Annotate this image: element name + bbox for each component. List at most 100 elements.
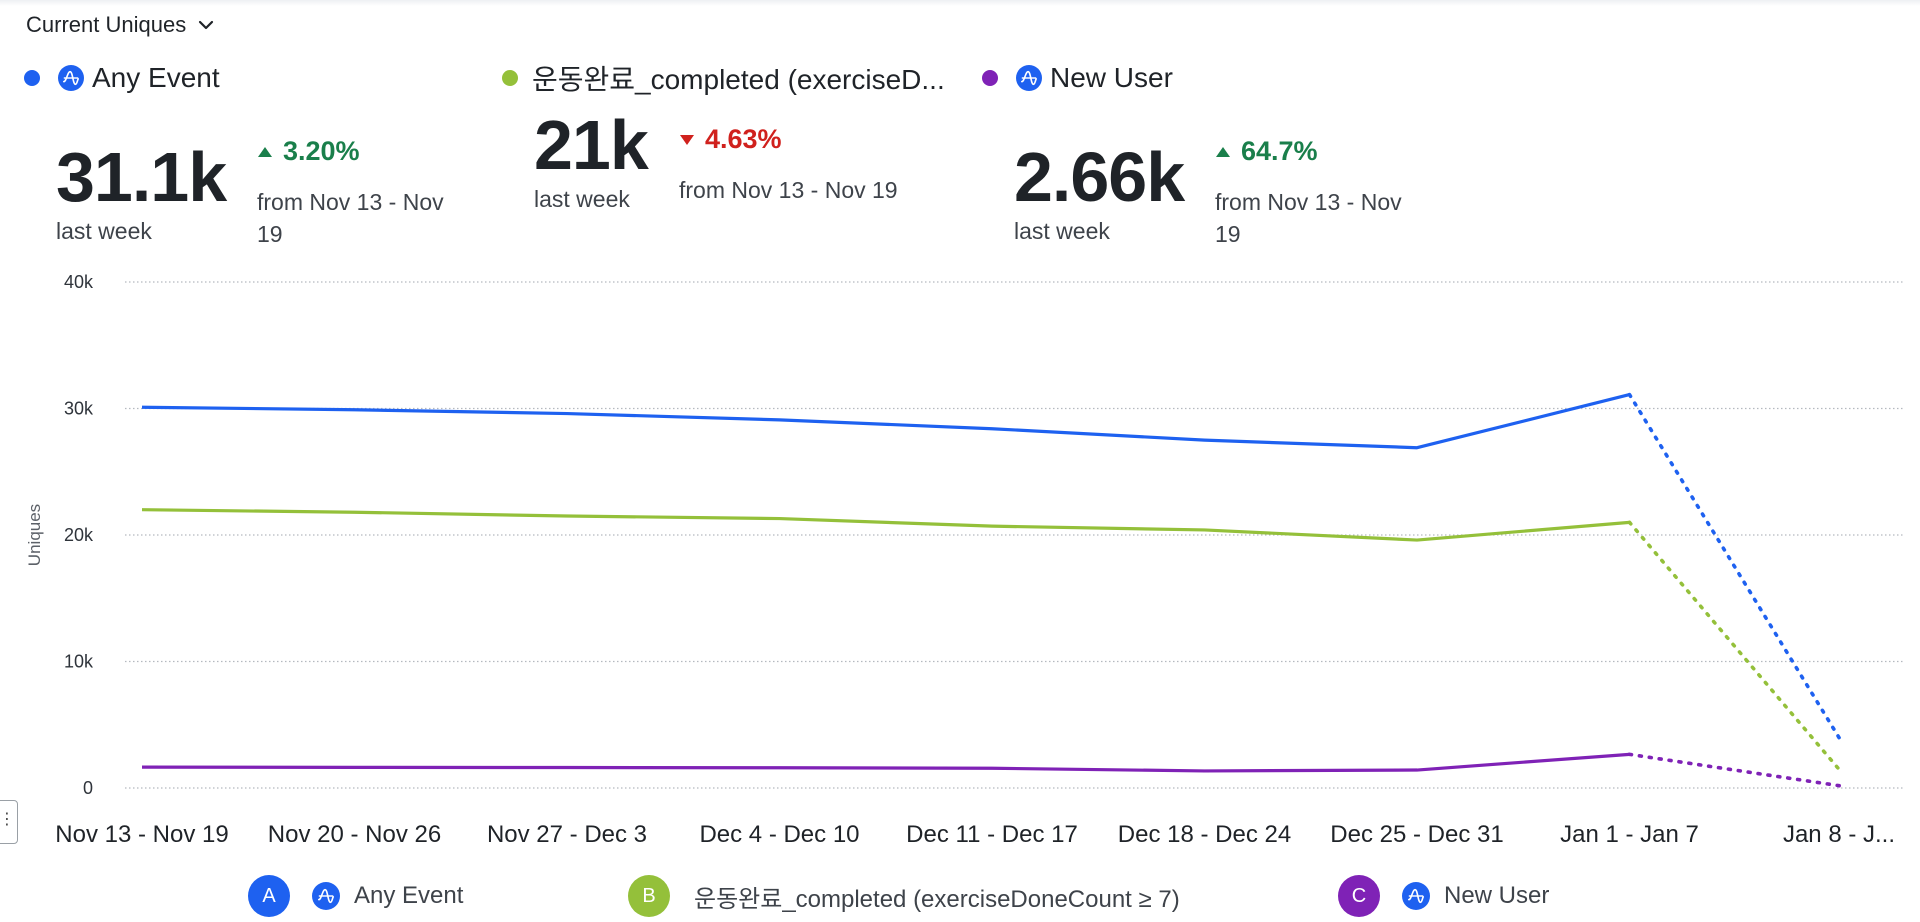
series-letter-badge: C [1338, 875, 1380, 917]
stat-comparison-line2: 19 [1215, 221, 1241, 247]
data-point[interactable] [352, 407, 358, 413]
line-chart[interactable]: 0 10k 20k 30k 40k Nov 13 - Nov 19 Nov 20 - No… [0, 260, 1920, 870]
stat-comparison-line1: from Nov 13 - Nov 19 [679, 177, 898, 203]
amplitude-icon [1402, 882, 1430, 910]
resize-handle[interactable]: ⋮ [0, 800, 18, 844]
x-tick-label: Dec 18 - Dec 24 [1118, 821, 1291, 848]
stat-card-any-event[interactable]: Any Event 31.1k last week 3.20% from Nov… [24, 62, 484, 262]
grid-layer [125, 281, 1905, 789]
data-point[interactable] [1202, 437, 1208, 443]
stat-name: New User [1050, 62, 1173, 93]
data-point[interactable] [139, 764, 145, 770]
series-line[interactable] [141, 393, 1630, 450]
y-axis-ticks: 0 10k 20k 30k 40k [64, 272, 94, 798]
stat-value: 2.66k [1014, 138, 1185, 216]
y-tick-label: 0 [83, 778, 93, 798]
data-point[interactable] [564, 411, 570, 417]
data-point[interactable] [1839, 783, 1845, 789]
series-line-incomplete[interactable] [1627, 752, 1844, 788]
legend-item-new-user[interactable]: C New User [1338, 875, 1549, 917]
stat-comparison-line1: from Nov 13 - Nov [257, 189, 444, 215]
series-line[interactable] [141, 752, 1630, 773]
x-tick-label: Nov 13 - Nov 19 [55, 821, 228, 848]
series-line[interactable] [141, 508, 1630, 542]
data-point[interactable] [1627, 392, 1633, 398]
stat-period: last week [1014, 218, 1110, 244]
series-letter-badge: A [248, 875, 290, 917]
x-tick-label: Dec 25 - Dec 31 [1330, 821, 1503, 848]
data-point[interactable] [1627, 519, 1633, 525]
y-axis-label: Uniques [25, 504, 44, 566]
data-point[interactable] [1839, 739, 1845, 745]
metric-selector-label: Current Uniques [26, 12, 187, 37]
y-tick-label: 40k [64, 272, 94, 292]
data-point[interactable] [1839, 770, 1845, 776]
data-point[interactable] [989, 523, 995, 529]
data-point[interactable] [777, 417, 783, 423]
stat-card-exercise-completed[interactable]: 운동완료_completed (exerciseD... 21k last we… [502, 58, 972, 258]
data-point[interactable] [1414, 767, 1420, 773]
data-point[interactable] [1414, 445, 1420, 451]
series-color-dot [502, 70, 518, 86]
legend-label: New User [1444, 882, 1550, 909]
y-tick-label: 10k [64, 652, 94, 672]
stat-change-value: 3.20% [283, 136, 360, 166]
triangle-up-icon [258, 146, 272, 157]
stat-period: last week [534, 186, 630, 212]
series-color-dot [24, 70, 40, 86]
stat-change: 3.20% [257, 136, 360, 167]
stat-comparison: from Nov 13 - Nov 19 [257, 186, 444, 250]
triangle-down-icon [680, 134, 694, 145]
amplitude-icon [1016, 65, 1042, 91]
data-point[interactable] [139, 507, 145, 513]
x-tick-label: Jan 1 - Jan 7 [1560, 821, 1699, 848]
data-point[interactable] [777, 765, 783, 771]
series-line-incomplete[interactable] [1627, 520, 1844, 775]
y-tick-label: 30k [64, 399, 94, 419]
x-tick-label: Nov 27 - Dec 3 [487, 821, 647, 848]
stat-card-new-user[interactable]: New User 2.66k last week 64.7% from Nov … [982, 62, 1442, 262]
y-tick-label: 20k [64, 525, 94, 545]
stat-name: 운동완료_completed (exerciseD... [532, 64, 945, 95]
x-tick-label: Jan 8 - J... [1783, 821, 1895, 848]
data-point[interactable] [564, 513, 570, 519]
amplitude-icon [312, 882, 340, 910]
stat-comparison: from Nov 13 - Nov 19 [679, 174, 898, 206]
data-point[interactable] [352, 764, 358, 770]
chart-legend: A Any Event B 운동완료_completed (exerciseDo… [0, 870, 1920, 920]
legend-item-any-event[interactable]: A Any Event [248, 875, 463, 917]
top-edge-shadow [0, 0, 1920, 6]
data-point[interactable] [139, 404, 145, 410]
data-point[interactable] [352, 509, 358, 515]
stat-change-value: 4.63% [705, 124, 782, 154]
data-point[interactable] [1202, 768, 1208, 774]
legend-item-exercise-completed[interactable]: B 운동완료_completed (exerciseDoneCount ≥ 7) [628, 875, 1180, 917]
stat-period: last week [56, 218, 152, 244]
stat-comparison-line2: 19 [257, 221, 283, 247]
legend-label: 운동완료_completed (exerciseDoneCount ≥ 7) [694, 885, 1180, 913]
data-point[interactable] [777, 516, 783, 522]
data-point[interactable] [989, 426, 995, 432]
amplitude-icon [58, 65, 84, 91]
stat-comparison: from Nov 13 - Nov 19 [1215, 186, 1402, 250]
chevron-down-icon [199, 20, 214, 30]
series-letter-badge: B [628, 875, 670, 917]
stat-value: 21k [534, 106, 649, 184]
metric-selector-dropdown[interactable]: Current Uniques [26, 12, 216, 38]
series-line-incomplete[interactable] [1627, 392, 1844, 745]
stat-change: 64.7% [1215, 136, 1318, 167]
stat-name: Any Event [92, 62, 220, 93]
stat-change-value: 64.7% [1241, 136, 1318, 166]
x-tick-label: Dec 4 - Dec 10 [699, 821, 859, 848]
series-color-dot [982, 70, 998, 86]
x-tick-label: Nov 20 - Nov 26 [268, 821, 441, 848]
data-point[interactable] [1202, 527, 1208, 533]
series-lines [139, 392, 1845, 789]
stat-value: 31.1k [56, 138, 227, 216]
x-axis-ticks: Nov 13 - Nov 19 Nov 20 - Nov 26 Nov 27 - D… [55, 821, 1895, 848]
data-point[interactable] [564, 765, 570, 771]
data-point[interactable] [1414, 537, 1420, 543]
data-point[interactable] [1627, 751, 1633, 757]
legend-label: Any Event [354, 882, 464, 909]
data-point[interactable] [989, 765, 995, 771]
